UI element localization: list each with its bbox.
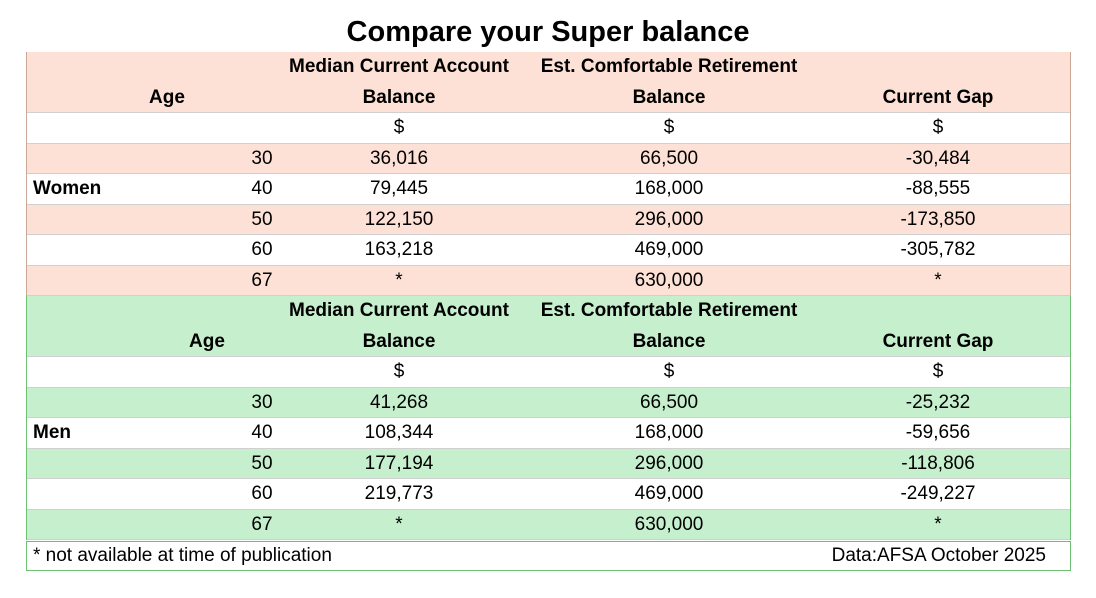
age-cell: 30: [251, 391, 273, 413]
age-header: Age: [149, 86, 185, 108]
median-cell: 219,773: [364, 483, 434, 504]
age-header: Age: [189, 330, 225, 352]
gap-cell: -118,806: [901, 452, 975, 474]
median-cell: 41,268: [369, 391, 429, 413]
median-header-line2: Balance: [362, 86, 436, 108]
median-cell: 108,344: [364, 422, 434, 443]
est-header-line2: Balance: [632, 86, 706, 108]
table-row: 30 36,016 66,500 -30,484: [27, 143, 1070, 174]
gap-cell: *: [934, 269, 942, 291]
gap-header: Current Gap: [882, 86, 994, 108]
gap-cell: -88,555: [905, 178, 971, 199]
table-row: 67 * 630,000 *: [27, 265, 1070, 296]
header-row-men: Age Median Current Account Balance Est. …: [27, 296, 1070, 357]
median-unit: $: [393, 361, 405, 382]
table-row: 50 122,150 296,000 -173,850: [27, 204, 1070, 235]
est-cell: 469,000: [634, 483, 704, 504]
median-header-line1: Median Current Account: [289, 300, 509, 321]
est-cell: 296,000: [634, 208, 704, 230]
gap-cell: -173,850: [900, 208, 976, 230]
header-row-women: Age Median Current Account Balance Est. …: [27, 52, 1070, 113]
age-cell: 40: [251, 422, 273, 443]
unit-row-men: $ $ $: [27, 357, 1070, 388]
gap-cell: -305,782: [900, 239, 976, 260]
est-header-line1: Est. Comfortable Retirement: [540, 300, 798, 321]
gap-cell: -249,227: [900, 483, 976, 504]
gap-header: Current Gap: [882, 330, 994, 352]
est-cell: 168,000: [634, 178, 704, 199]
age-cell: 40: [251, 178, 273, 199]
median-cell: 177,194: [364, 452, 434, 474]
unit-row-women: $ $ $: [27, 113, 1070, 144]
gap-unit: $: [932, 117, 944, 138]
est-header-line1: Est. Comfortable Retirement: [540, 56, 798, 77]
table-row: Women 40 79,445 168,000 -88,555: [27, 174, 1070, 205]
footnote: * not available at time of publication: [33, 545, 332, 566]
median-cell: 36,016: [369, 147, 429, 169]
table-row: Men 40 108,344 168,000 -59,656: [27, 418, 1070, 449]
median-unit: $: [393, 117, 405, 138]
age-cell: 67: [251, 513, 273, 535]
est-cell: 66,500: [639, 391, 699, 413]
est-cell: 66,500: [639, 147, 699, 169]
median-cell: *: [395, 269, 403, 291]
table-footer: * not available at time of publication D…: [26, 541, 1071, 571]
est-cell: 630,000: [634, 513, 704, 535]
median-cell: 122,150: [364, 208, 434, 230]
gap-cell: -25,232: [905, 391, 971, 413]
median-cell: 163,218: [364, 239, 434, 260]
median-header-line1: Median Current Account: [289, 56, 509, 77]
est-cell: 168,000: [634, 422, 704, 443]
table-row: 60 219,773 469,000 -249,227: [27, 479, 1070, 510]
women-group: Age Median Current Account Balance Est. …: [26, 52, 1071, 296]
est-cell: 469,000: [634, 239, 704, 260]
men-group: Age Median Current Account Balance Est. …: [26, 296, 1071, 540]
chart-title: Compare your Super balance: [346, 16, 750, 48]
gap-cell: *: [934, 513, 942, 535]
median-header-line2: Balance: [362, 330, 436, 352]
group-label-men: Men: [33, 422, 71, 443]
est-cell: 296,000: [634, 452, 704, 474]
est-unit: $: [663, 361, 675, 382]
table-row: 50 177,194 296,000 -118,806: [27, 448, 1070, 479]
median-cell: 79,445: [369, 178, 429, 199]
group-label-women: Women: [33, 178, 102, 199]
age-cell: 67: [251, 269, 273, 291]
table-row: 67 * 630,000 *: [27, 509, 1070, 540]
age-cell: 50: [251, 208, 273, 230]
age-cell: 60: [251, 483, 273, 504]
age-cell: 50: [251, 452, 273, 474]
median-cell: *: [395, 513, 403, 535]
est-unit: $: [663, 117, 675, 138]
gap-cell: -30,484: [905, 147, 971, 169]
table-row: 60 163,218 469,000 -305,782: [27, 235, 1070, 266]
age-cell: 60: [251, 239, 273, 260]
age-cell: 30: [251, 147, 273, 169]
est-header-line2: Balance: [632, 330, 706, 352]
super-balance-table: Age Median Current Account Balance Est. …: [26, 52, 1071, 540]
table-row: 30 41,268 66,500 -25,232: [27, 387, 1070, 418]
data-source: Data:AFSA October 2025: [831, 545, 1046, 566]
est-cell: 630,000: [634, 269, 704, 291]
gap-unit: $: [932, 361, 944, 382]
gap-cell: -59,656: [905, 422, 971, 443]
